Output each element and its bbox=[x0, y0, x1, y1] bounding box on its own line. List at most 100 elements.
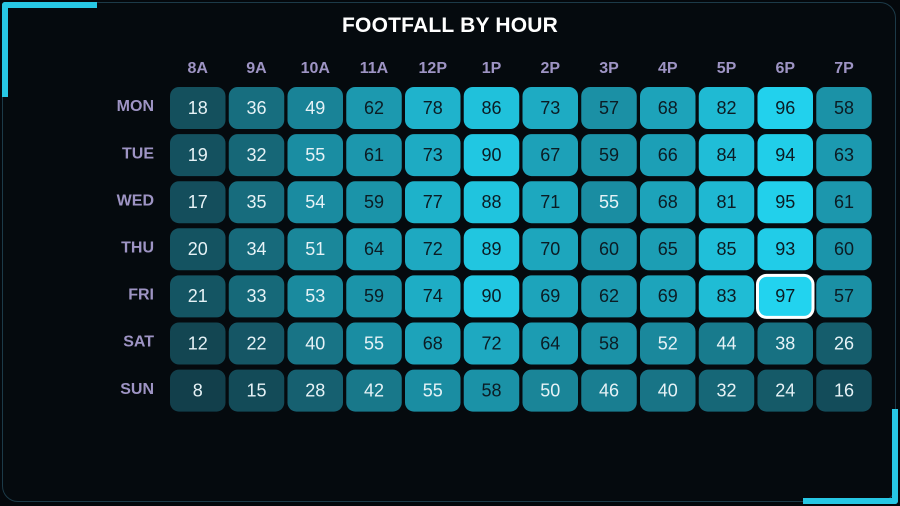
cell-value-label: 97 bbox=[775, 286, 795, 306]
heatmap-cell bbox=[287, 275, 343, 318]
heatmap-cell bbox=[757, 181, 813, 224]
cell-value-label: 63 bbox=[834, 145, 854, 165]
heatmap-cell bbox=[405, 228, 461, 271]
cell-value-label: 88 bbox=[481, 192, 501, 212]
cell-value-label: 59 bbox=[364, 192, 384, 212]
cell-value-label: 96 bbox=[775, 98, 795, 118]
cell-value-label: 24 bbox=[775, 380, 795, 400]
heatmap-cell bbox=[698, 228, 755, 271]
cell-value-label: 44 bbox=[716, 333, 736, 353]
cell-value-label: 35 bbox=[246, 192, 266, 212]
heatmap-cell bbox=[463, 322, 520, 365]
heatmap-cell bbox=[757, 322, 813, 365]
heatmap-cell bbox=[287, 134, 343, 177]
cell-value-label: 34 bbox=[246, 239, 266, 259]
cell-value-label: 53 bbox=[305, 286, 325, 306]
heatmap-cell bbox=[405, 369, 461, 412]
x-tick-label: 8A bbox=[188, 60, 209, 77]
heatmap-cell bbox=[463, 87, 520, 129]
cell-value-label: 86 bbox=[481, 98, 501, 118]
heatmap-cell bbox=[522, 369, 578, 412]
heatmap-cell bbox=[463, 228, 520, 271]
cell-value-label: 93 bbox=[775, 239, 795, 259]
cell-value-label: 78 bbox=[423, 98, 443, 118]
x-tick-label: 10A bbox=[301, 60, 331, 77]
cell-value-label: 33 bbox=[246, 286, 266, 306]
cell-value-label: 51 bbox=[305, 239, 325, 259]
heatmap-cell bbox=[698, 87, 755, 129]
cell-value-label: 65 bbox=[658, 239, 678, 259]
heatmap-cell bbox=[346, 275, 402, 318]
heatmap-cell bbox=[522, 275, 578, 318]
heatmap-cell bbox=[170, 87, 226, 129]
cell-value-label: 74 bbox=[423, 286, 443, 306]
heatmap-cell bbox=[287, 228, 343, 271]
cell-value-label: 72 bbox=[423, 239, 443, 259]
cell-value-label: 94 bbox=[775, 145, 795, 165]
cell-value-label: 59 bbox=[599, 145, 619, 165]
cell-value-label: 42 bbox=[364, 380, 384, 400]
heatmap-cell bbox=[581, 275, 637, 318]
y-tick-label: THU bbox=[121, 240, 154, 257]
cell-value-label: 46 bbox=[599, 380, 619, 400]
heatmap-cell bbox=[757, 369, 813, 412]
heatmap-cell bbox=[228, 87, 285, 129]
heatmap-cell bbox=[522, 322, 578, 365]
cell-value-label: 64 bbox=[540, 333, 560, 353]
y-tick-label: TUE bbox=[122, 145, 154, 162]
heatmap-cell bbox=[640, 87, 696, 129]
cell-value-label: 61 bbox=[364, 145, 384, 165]
x-tick-label: 4P bbox=[658, 60, 678, 77]
cell-value-label: 58 bbox=[481, 380, 501, 400]
heatmap-cell bbox=[346, 369, 402, 412]
heatmap-cell bbox=[581, 322, 637, 365]
x-tick-label: 3P bbox=[599, 60, 619, 77]
heatmap-cell bbox=[346, 181, 402, 224]
cell-value-label: 17 bbox=[188, 192, 208, 212]
heatmap-cell bbox=[640, 275, 696, 318]
heatmap-cell bbox=[816, 134, 872, 177]
cell-value-label: 49 bbox=[305, 98, 325, 118]
heatmap-cell bbox=[640, 322, 696, 365]
cell-value-label: 22 bbox=[246, 333, 266, 353]
heatmap-cell bbox=[522, 87, 578, 129]
y-tick-label: MON bbox=[117, 98, 154, 115]
heatmap-cell bbox=[698, 369, 755, 412]
y-tick-label: SUN bbox=[120, 381, 154, 398]
cell-value-label: 64 bbox=[364, 239, 384, 259]
cell-value-label: 57 bbox=[834, 286, 854, 306]
heatmap-cell bbox=[640, 181, 696, 224]
heatmap-cell bbox=[228, 228, 285, 271]
heatmap-cell bbox=[463, 181, 520, 224]
heatmap-cell bbox=[287, 87, 343, 129]
heatmap-cell bbox=[816, 181, 872, 224]
cell-value-label: 70 bbox=[540, 239, 560, 259]
x-tick-label: 1P bbox=[482, 60, 502, 77]
cell-value-label: 55 bbox=[599, 192, 619, 212]
heatmap-cell bbox=[228, 275, 285, 318]
cell-value-label: 77 bbox=[423, 192, 443, 212]
heatmap-cell bbox=[170, 369, 226, 412]
cell-value-label: 66 bbox=[658, 145, 678, 165]
corner-accent-top-left bbox=[2, 2, 97, 8]
heatmap-cell bbox=[581, 134, 637, 177]
cell-value-label: 71 bbox=[540, 192, 560, 212]
cell-value-label: 95 bbox=[775, 192, 795, 212]
heatmap-cell bbox=[640, 228, 696, 271]
heatmap-cell bbox=[170, 228, 226, 271]
cell-value-label: 82 bbox=[716, 98, 736, 118]
heatmap-cell bbox=[816, 275, 872, 318]
y-tick-label: SAT bbox=[123, 334, 154, 351]
heatmap-cell bbox=[698, 322, 755, 365]
cell-value-label: 85 bbox=[716, 239, 736, 259]
heatmap-cell bbox=[698, 181, 755, 224]
cell-value-label: 40 bbox=[305, 333, 325, 353]
cell-value-label: 55 bbox=[305, 145, 325, 165]
cell-value-label: 18 bbox=[188, 98, 208, 118]
cell-value-label: 38 bbox=[775, 333, 795, 353]
heatmap-cell bbox=[581, 369, 637, 412]
heatmap-cell bbox=[405, 322, 461, 365]
heatmap-cell bbox=[522, 228, 578, 271]
heatmap-cell bbox=[346, 228, 402, 271]
